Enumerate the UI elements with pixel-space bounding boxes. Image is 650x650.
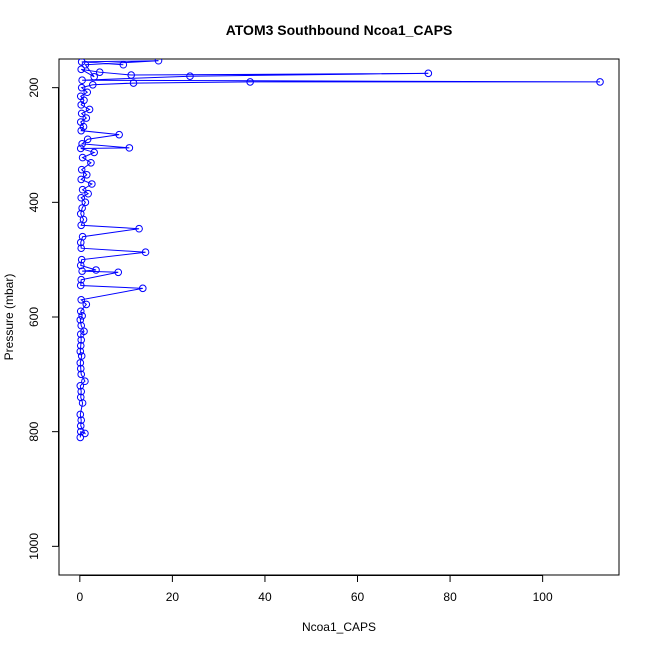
data-point [90, 72, 98, 81]
data-point [186, 72, 194, 80]
data-point [92, 266, 100, 274]
data-point [78, 76, 86, 85]
data-point [114, 268, 123, 277]
data-point [76, 92, 85, 101]
plot-frame [58, 58, 620, 576]
data-point [125, 144, 134, 152]
data-point [76, 210, 85, 218]
data-point [81, 429, 89, 438]
data-point [85, 105, 94, 114]
data-point [78, 153, 87, 162]
y-axis-label: Pressure (mbar) [2, 274, 16, 361]
data-point [78, 312, 86, 320]
data-point [76, 281, 85, 290]
data-point [76, 261, 85, 270]
data-point [77, 296, 86, 304]
data-point [77, 387, 86, 396]
data-point [119, 60, 128, 69]
data-point [77, 275, 86, 284]
data-point [78, 140, 86, 148]
series-layer [76, 59, 604, 442]
data-point [88, 180, 96, 188]
x-tick-label: 20 [166, 590, 180, 604]
x-axis: 0 20 40 60 80 100 [76, 575, 553, 604]
y-tick-label: 800 [27, 421, 41, 441]
data-point [78, 232, 87, 241]
data-point [76, 364, 85, 373]
data-point [77, 165, 86, 174]
data-point [82, 114, 91, 122]
data-point [76, 422, 85, 430]
x-tick-label: 60 [351, 590, 365, 604]
data-point [76, 341, 85, 350]
y-tick-label: 400 [27, 192, 41, 212]
data-point [90, 148, 98, 157]
data-point [95, 68, 104, 76]
data-point [76, 410, 85, 419]
data-point [115, 130, 123, 139]
data-point [78, 267, 86, 275]
data-point [76, 359, 85, 367]
data-point [77, 65, 86, 74]
data-point [77, 244, 86, 252]
data-point [138, 284, 147, 293]
data-point [77, 193, 86, 202]
data-point [77, 255, 86, 264]
data-point [76, 316, 85, 324]
data-point [77, 352, 86, 360]
data-point [141, 248, 150, 257]
data-point [127, 71, 135, 79]
x-tick-label: 0 [76, 590, 83, 604]
data-point [77, 126, 86, 135]
data-point [76, 307, 85, 316]
data-point [76, 144, 85, 153]
data-point [81, 377, 89, 386]
data-point [87, 158, 95, 167]
data-point [246, 78, 254, 86]
data-point [82, 171, 91, 179]
x-tick-label: 100 [533, 590, 553, 604]
data-point [77, 370, 86, 379]
y-tick-label: 200 [27, 77, 41, 97]
data-point [84, 189, 92, 198]
x-axis-label: Ncoa1_CAPS [302, 620, 376, 634]
y-axis: 200 400 600 800 1000 [27, 77, 59, 560]
data-point [77, 59, 86, 66]
data-point [154, 59, 163, 65]
data-point [76, 382, 85, 390]
y-tick-label: 1000 [27, 533, 41, 560]
data-point [77, 336, 86, 344]
y-tick-label: 600 [27, 307, 41, 327]
data-point [78, 185, 87, 194]
x-tick-label: 40 [258, 590, 272, 604]
data-point [83, 88, 92, 97]
data-point [129, 79, 138, 87]
data-point [88, 81, 97, 89]
series-line [79, 60, 601, 438]
data-point [76, 393, 85, 402]
data-point [76, 347, 85, 356]
data-point [77, 321, 86, 330]
data-point [76, 118, 85, 126]
data-point [78, 204, 86, 212]
data-point [77, 83, 86, 92]
data-point [77, 175, 86, 184]
data-point [81, 198, 90, 207]
data-point [77, 109, 86, 118]
data-point [76, 433, 85, 442]
chart-title: ATOM3 Southbound Ncoa1_CAPS [226, 22, 453, 38]
data-point [77, 416, 86, 425]
x-tick-label: 80 [443, 590, 457, 604]
data-point [424, 69, 433, 78]
data-point [83, 135, 92, 144]
data-point [82, 300, 91, 309]
data-point [596, 78, 604, 86]
data-point [76, 427, 85, 436]
data-point [135, 224, 143, 233]
